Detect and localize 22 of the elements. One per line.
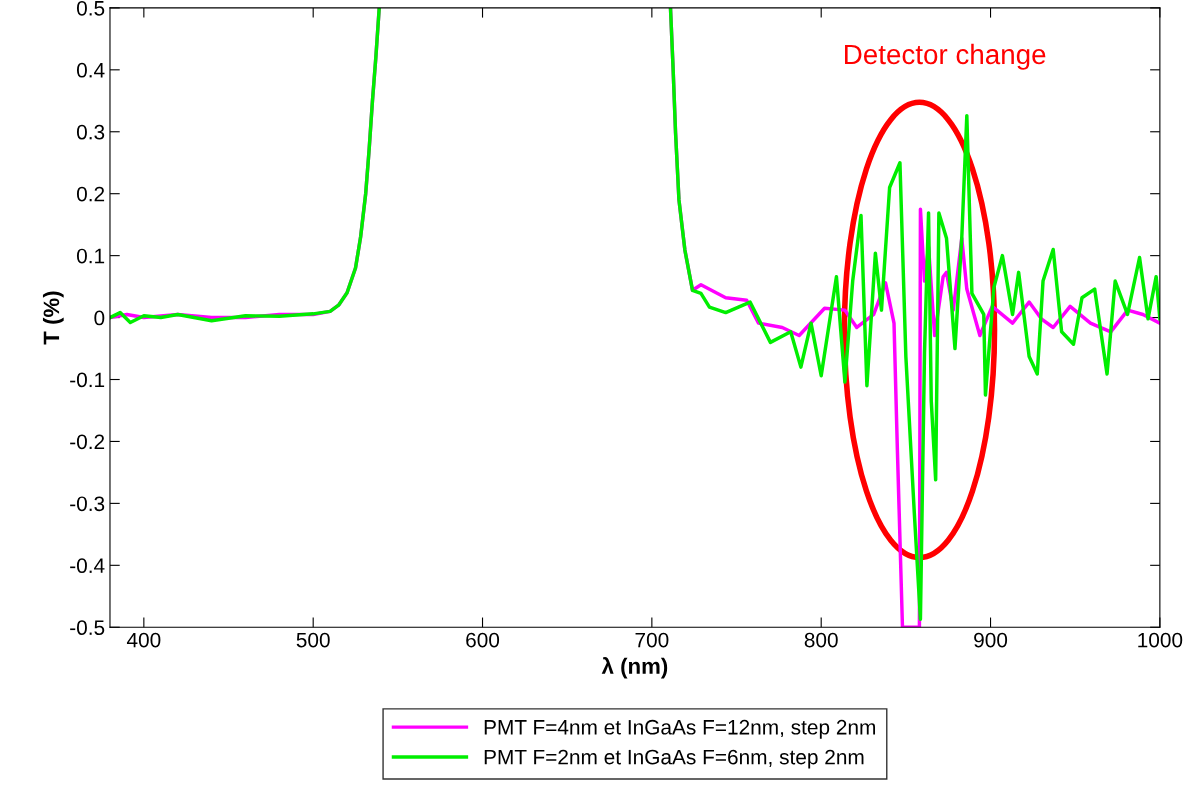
- y-tick-label: 0: [94, 310, 105, 326]
- y-tick-label: 0.2: [76, 186, 105, 202]
- x-tick-label: 900: [974, 632, 1008, 648]
- legend-label: PMT F=4nm et InGaAs F=12nm, step 2nm: [484, 719, 876, 739]
- x-axis-title: λ (nm): [601, 657, 668, 679]
- x-tick-label: 400: [126, 632, 161, 648]
- y-tick-label: -0.5: [70, 620, 105, 636]
- y-tick-label: 0.5: [76, 0, 105, 16]
- y-tick-label: 0.1: [76, 248, 105, 264]
- y-tick-label: -0.1: [70, 372, 105, 388]
- y-tick-label: 0.4: [76, 62, 105, 78]
- y-tick-label: -0.3: [70, 496, 105, 512]
- y-tick-label: -0.2: [70, 434, 105, 450]
- y-tick-label: 0.3: [76, 124, 105, 140]
- y-axis-title: T (%): [42, 291, 64, 345]
- x-tick-label: 1000: [1138, 632, 1183, 648]
- legend-label: PMT F=2nm et InGaAs F=6nm, step 2nm: [484, 749, 864, 769]
- x-tick-label: 500: [296, 632, 330, 648]
- x-tick-label: 600: [466, 632, 500, 648]
- x-tick-label: 700: [635, 632, 669, 648]
- y-tick-label: -0.4: [70, 558, 105, 574]
- x-tick-label: 800: [804, 632, 838, 648]
